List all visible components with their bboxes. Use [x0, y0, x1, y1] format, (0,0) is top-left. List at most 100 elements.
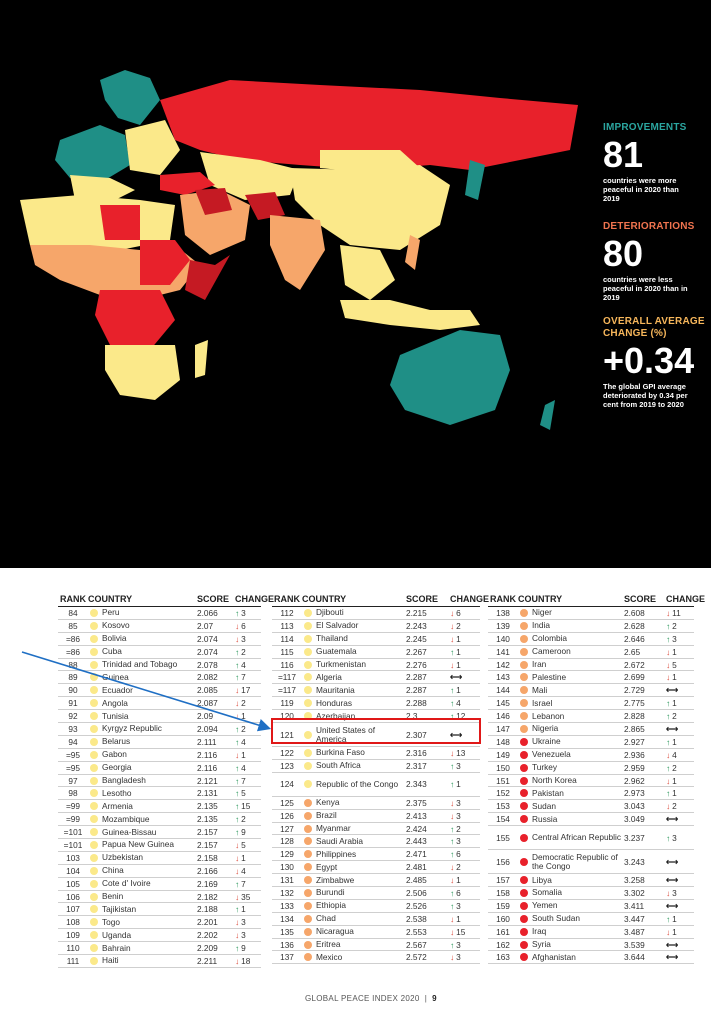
score-cell: 2.166: [197, 865, 218, 876]
change-cell: ↓ 1: [666, 672, 704, 682]
score-cell: 3.302: [624, 887, 645, 898]
table-row: 97 Bangladesh 2.121 ↑ 7: [58, 775, 261, 788]
table-row: 103 Uzbekistan 2.158 ↓ 1: [58, 852, 261, 865]
score-cell: 2.375: [406, 797, 427, 808]
table-row: 104 China 2.166 ↓ 4: [58, 865, 261, 878]
arrow-down-icon: ↓: [235, 891, 240, 902]
map-iraq-syria: [195, 188, 232, 215]
peace-level-dot: [304, 811, 312, 820]
table-row: 110 Bahrain 2.209 ↑ 9: [58, 942, 261, 956]
peace-level-dot: [520, 699, 528, 708]
country-cell: Djibouti: [316, 607, 344, 618]
peace-level-dot: [304, 888, 312, 897]
rankings-table-1: RANK COUNTRY SCORE CHANGE 84 Peru 2.066 ↑ 3 85 Kos…: [58, 592, 274, 968]
country-cell: North Korea: [532, 775, 577, 786]
change-cell: ↓ 15: [450, 927, 490, 937]
table-row: 160 South Sudan 3.447 ↑ 1: [488, 913, 694, 926]
score-cell: 2.646: [624, 633, 645, 644]
country-cell: Thailand: [316, 633, 348, 644]
rank-cell: 147: [496, 723, 510, 734]
country-cell: Bangladesh: [102, 775, 146, 786]
arrow-up-icon: ↑: [235, 878, 240, 889]
table-row: =99 Mozambique 2.135 ↑ 2: [58, 813, 261, 827]
peace-level-dot: [304, 914, 312, 923]
peace-level-dot: [304, 730, 312, 739]
change-value: 1: [672, 736, 677, 747]
map-madagascar: [195, 340, 208, 378]
score-cell: 2.085: [197, 685, 218, 696]
arrow-up-icon: ↑: [235, 659, 240, 670]
change-cell: ↓ 1: [450, 634, 490, 644]
stat-deteriorations-desc: countries were less peaceful in 2020 tha…: [603, 275, 688, 302]
arrow-down-icon: ↓: [666, 659, 671, 670]
change-value: 5: [241, 839, 246, 850]
footer-title: GLOBAL PEACE INDEX 2020: [305, 994, 420, 1003]
change-value: 1: [456, 646, 461, 657]
arrow-up-icon: ↑: [235, 736, 240, 747]
table-row: 136 Eritrea 2.567 ↑ 3: [272, 939, 480, 952]
change-cell: ↑ 1: [450, 779, 490, 789]
table-row: 108 Togo 2.201 ↓ 3: [58, 916, 261, 930]
rank-cell: 153: [496, 801, 510, 812]
country-cell: Georgia: [102, 762, 132, 773]
no-change-icon: ⟷: [666, 856, 678, 867]
peace-level-dot: [520, 621, 528, 630]
change-cell: ↓ 1: [666, 927, 704, 937]
arrow-up-icon: ↑: [666, 913, 671, 924]
score-cell: 2.973: [624, 788, 645, 799]
country-cell: South Sudan: [532, 913, 580, 924]
peace-level-dot: [304, 780, 312, 789]
arrow-up-icon: ↑: [235, 801, 240, 812]
table-row: 137 Mexico 2.572 ↓ 3: [272, 951, 480, 965]
score-cell: 2.07: [197, 620, 214, 631]
header-country: COUNTRY: [302, 593, 347, 604]
arrow-up-icon: ↑: [450, 887, 455, 898]
score-cell: 2.526: [406, 900, 427, 911]
score-cell: 2.287: [406, 672, 427, 683]
score-cell: 2.65: [624, 646, 641, 657]
peace-level-dot: [90, 634, 98, 643]
arrow-up-icon: ↑: [666, 736, 671, 747]
table-row: 128 Saudi Arabia 2.443 ↑ 3: [272, 835, 480, 849]
change-value: 4: [241, 762, 246, 773]
peace-level-dot: [304, 634, 312, 643]
rank-cell: 126: [280, 810, 294, 821]
peace-level-dot: [520, 608, 528, 617]
change-value: 17: [241, 685, 251, 696]
rank-cell: 135: [280, 926, 294, 937]
change-value: 1: [456, 779, 461, 790]
score-cell: 2.317: [406, 760, 427, 771]
table-row: 106 Benin 2.182 ↓ 35: [58, 891, 261, 904]
world-map: [20, 70, 578, 430]
change-cell: ↓ 1: [235, 853, 275, 863]
change-value: 11: [672, 607, 681, 618]
change-value: 1: [241, 749, 246, 760]
change-value: 1: [672, 788, 677, 799]
rank-cell: =95: [65, 762, 81, 773]
rank-cell: 163: [496, 952, 510, 963]
change-cell: ↑ 7: [235, 776, 275, 786]
score-cell: 2.828: [624, 711, 645, 722]
country-cell: Burundi: [316, 887, 345, 898]
rank-cell: 134: [280, 913, 294, 924]
rank-cell: 110: [66, 943, 80, 954]
rank-cell: 93: [68, 723, 78, 734]
change-cell: ↑ 4: [235, 660, 275, 670]
change-cell: ⟷: [450, 730, 490, 740]
score-cell: 2.188: [197, 904, 218, 915]
country-cell: Benin: [102, 891, 124, 902]
arrow-down-icon: ↓: [450, 747, 455, 758]
change-value: 6: [456, 887, 461, 898]
country-cell: Niger: [532, 607, 552, 618]
change-cell: ↓ 1: [666, 647, 704, 657]
rank-cell: 107: [66, 904, 80, 915]
rank-cell: 91: [68, 698, 78, 709]
score-cell: 2.471: [406, 849, 427, 860]
table-row: 91 Angola 2.087 ↓ 2: [58, 697, 261, 711]
change-cell: ↓ 35: [235, 892, 275, 902]
change-cell: ↑ 7: [235, 672, 275, 682]
peace-level-dot: [520, 927, 528, 936]
arrow-up-icon: ↑: [235, 607, 240, 618]
peace-level-dot: [90, 686, 98, 695]
change-cell: ↑ 1: [666, 914, 704, 924]
